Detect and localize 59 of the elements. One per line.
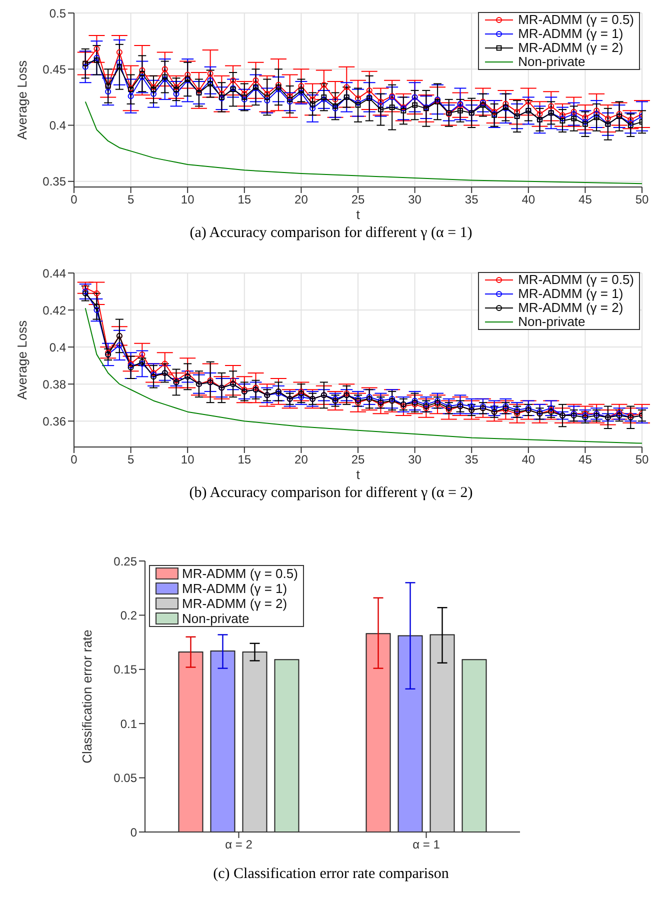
x-tick-label: 15 — [238, 192, 252, 207]
y-tick-label: 0.38 — [42, 377, 66, 392]
x-tick-label: 0 — [70, 192, 78, 207]
legend-label: MR-ADMM (γ = 0.5) — [182, 566, 298, 580]
text: (b) Accuracy comparison for different γ (α = 2) — [188, 485, 474, 502]
y-tick-label: 0.45 — [42, 62, 66, 76]
x-tick-label: 20 — [294, 452, 308, 467]
x-tick-label: 25 — [351, 192, 365, 207]
y-tick-label: 0.42 — [42, 303, 66, 318]
x-tick-label: 0 — [70, 452, 78, 467]
legend-label: Non-private — [518, 54, 586, 69]
y-tick-label: 0.25 — [114, 554, 138, 568]
text: (c) Classification error rate comparison — [212, 866, 450, 883]
x-tick-label: 50 — [635, 192, 649, 207]
y-tick-label: 0.35 — [42, 174, 66, 189]
legend-label: Non-private — [518, 314, 586, 329]
y-tick-label: 0.5 — [49, 6, 66, 20]
legend-label: Non-private — [182, 610, 250, 626]
x-axis-title: t — [356, 207, 360, 222]
y-tick-label: 0.05 — [114, 771, 138, 786]
y-tick-label: 0.4 — [49, 340, 66, 354]
y-axis-title: Average Loss — [14, 320, 30, 400]
y-tick-label: 0.4 — [49, 118, 66, 133]
legend-label: MR-ADMM (γ = 2) — [518, 40, 624, 55]
x-tick-label: α = 1 — [412, 838, 440, 852]
x-tick-label: 30 — [408, 452, 422, 467]
x-tick-label: 5 — [127, 192, 134, 207]
x-tick-label: 35 — [464, 452, 479, 467]
legend-label: MR-ADMM (γ = 1) — [518, 26, 624, 41]
legend-label: MR-ADMM (γ = 1) — [182, 580, 288, 596]
y-tick-label: 0.15 — [114, 662, 138, 677]
legend-label: MR-ADMM (γ = 0.5) — [518, 12, 634, 27]
legend-label: MR-ADMM (γ = 0.5) — [518, 272, 634, 287]
x-tick-label: 50 — [635, 452, 649, 467]
x-tick-label: α = 2 — [225, 838, 253, 852]
x-tick-label: 10 — [180, 452, 195, 467]
legend-label: MR-ADMM (γ = 2) — [182, 596, 288, 610]
y-axis-title: Classification error rate — [80, 630, 95, 764]
y-tick-label: 0.2 — [120, 608, 138, 622]
x-axis-title: t — [356, 467, 360, 482]
x-tick-label: 45 — [578, 192, 592, 207]
x-tick-label: 40 — [522, 192, 536, 207]
y-tick-label: 0.36 — [42, 414, 66, 428]
x-tick-label: 25 — [351, 452, 365, 467]
y-axis-title: Average Loss — [14, 60, 30, 140]
x-tick-label: 10 — [180, 192, 195, 207]
x-tick-label: 20 — [294, 192, 308, 207]
legend-label: MR-ADMM (γ = 2) — [518, 300, 624, 315]
y-tick-label: 0.44 — [42, 266, 66, 280]
x-tick-label: 40 — [522, 452, 536, 467]
x-tick-label: 5 — [127, 452, 134, 467]
x-tick-label: 45 — [578, 452, 592, 467]
x-tick-label: 15 — [238, 452, 252, 467]
y-tick-label: 0 — [130, 825, 138, 840]
legend-label: MR-ADMM (γ = 1) — [518, 286, 624, 301]
x-tick-label: 35 — [464, 192, 479, 207]
text: (a) Accuracy comparison for different γ (α = 1) — [188, 225, 474, 242]
x-tick-label: 30 — [408, 192, 422, 207]
y-tick-label: 0.1 — [120, 716, 138, 731]
